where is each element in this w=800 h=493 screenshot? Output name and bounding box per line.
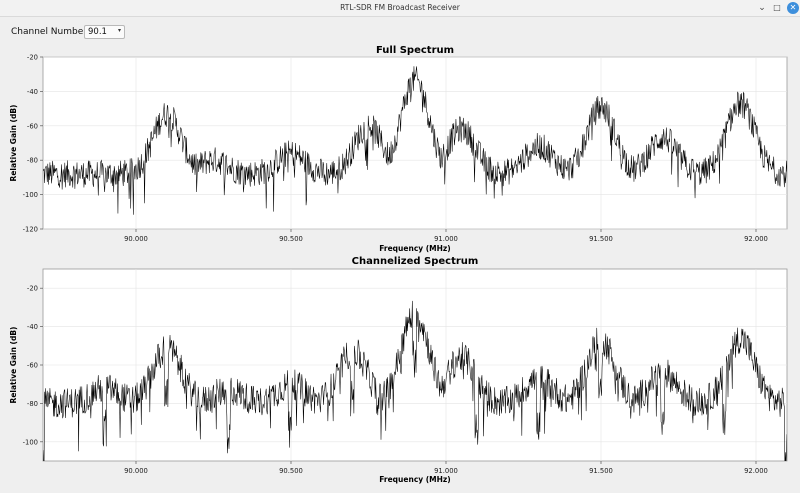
- y-tick-label: -20: [27, 54, 38, 62]
- y-tick-label: -80: [27, 400, 38, 408]
- x-tick-label: 91.000: [434, 235, 458, 243]
- chart-full-spectrum: -20 -40 -60 -80 -100 -120 90.000 90.500 91.000 91…: [9, 45, 788, 253]
- y-axis-label: Relative Gain (dB): [9, 327, 18, 404]
- x-tick-label: 91.000: [434, 467, 458, 475]
- x-tick-label: 91.500: [589, 467, 613, 475]
- y-tick-label: -60: [27, 362, 38, 370]
- spectrum-trace: [43, 66, 787, 215]
- x-tick-label: 92.000: [744, 235, 768, 243]
- y-axis-label: Relative Gain (dB): [9, 105, 18, 182]
- x-tick-label: 92.000: [744, 467, 768, 475]
- x-tick-label: 90.000: [124, 235, 148, 243]
- maximize-icon[interactable]: □: [773, 3, 781, 12]
- x-tick-label: 91.500: [589, 235, 613, 243]
- y-tick-label: -40: [27, 88, 38, 96]
- y-tick-label: -60: [27, 122, 38, 130]
- x-axis-label: Frequency (MHz): [379, 475, 450, 484]
- x-axis-label: Frequency (MHz): [379, 244, 450, 253]
- y-tick-label: -40: [27, 323, 38, 331]
- y-tick-label: -100: [23, 191, 38, 199]
- channel-number-label: Channel Number: :: [11, 27, 96, 37]
- y-tick-label: -100: [23, 438, 38, 446]
- x-tick-label: 90.000: [124, 467, 148, 475]
- chevron-down-icon: ▾: [117, 27, 121, 34]
- chart-title: Channelized Spectrum: [352, 256, 479, 267]
- chart-title: Full Spectrum: [376, 45, 454, 56]
- y-tick-label: -120: [23, 226, 38, 234]
- x-tick-label: 90.500: [279, 235, 303, 243]
- title-bar: RTL-SDR FM Broadcast Receiver ⌄ □ ✕: [0, 0, 800, 17]
- y-tick-label: -80: [27, 157, 38, 165]
- channel-number-value: 90.1: [88, 27, 107, 37]
- x-tick-label: 90.500: [279, 467, 303, 475]
- window-title: RTL-SDR FM Broadcast Receiver: [340, 3, 460, 12]
- y-tick-label: -20: [27, 285, 38, 293]
- minimize-icon[interactable]: ⌄: [758, 3, 766, 13]
- channel-number-select[interactable]: 90.1 ▾: [84, 25, 125, 39]
- spectrum-trace: [43, 300, 787, 461]
- close-icon[interactable]: ✕: [787, 2, 799, 14]
- chart-channelized-spectrum: -20 -40 -60 -80 -100 90.000 90.500 91.000 91.500…: [9, 256, 788, 484]
